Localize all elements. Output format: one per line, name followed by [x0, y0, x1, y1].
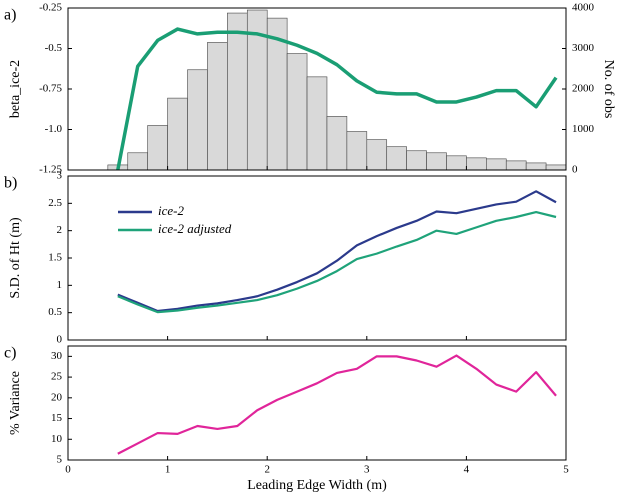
x-axis-title: Leading Edge Width (m)	[247, 478, 387, 493]
y-tick-label: 25	[51, 371, 63, 383]
x-tick-label: 4	[464, 464, 470, 476]
legend-label: ice-2	[158, 203, 184, 218]
x-tick-label: 0	[65, 464, 71, 476]
y-tick-label: 0	[57, 334, 63, 346]
x-tick-label: 1	[165, 464, 171, 476]
panel-label: c)	[4, 345, 16, 362]
histogram-bar	[466, 157, 487, 171]
y-tick-label: 30	[51, 350, 63, 362]
y2-tick-label: 1000	[572, 123, 595, 135]
plot-frame	[67, 345, 567, 461]
histogram-bar	[306, 76, 328, 171]
histogram-bar	[227, 12, 248, 171]
histogram-bar	[525, 162, 547, 171]
data-line	[117, 354, 557, 455]
y-axis-title: % Variance	[8, 371, 23, 435]
data-line	[117, 210, 557, 314]
histogram-bar	[505, 160, 527, 171]
y-axis-title: beta_ice-2	[8, 60, 23, 118]
y2-axis-title: No. of obs	[601, 60, 616, 119]
y-tick-label: 2.5	[48, 197, 62, 209]
histogram-bar	[545, 164, 567, 171]
legend-label: ice-2 adjusted	[158, 221, 232, 236]
y-tick-label: -0.25	[39, 2, 62, 14]
y-tick-label: -0.5	[45, 42, 63, 54]
y2-tick-label: 2000	[572, 83, 595, 95]
y-tick-label: 1.5	[48, 252, 62, 264]
y-tick-label: 15	[51, 412, 63, 424]
plot-frame	[67, 175, 567, 341]
histogram-bar	[286, 53, 308, 171]
y-tick-label: 1	[57, 279, 63, 291]
panel-label: a)	[4, 7, 16, 24]
histogram-bar	[446, 155, 467, 171]
panel-label: b)	[4, 175, 17, 192]
histogram-bar	[127, 152, 148, 171]
y-tick-label: -0.75	[39, 83, 62, 95]
data-line	[117, 190, 557, 313]
y2-tick-label: 4000	[572, 2, 595, 14]
y-tick-label: 5	[57, 454, 63, 466]
histogram-bar	[426, 152, 447, 171]
histogram-bar	[187, 69, 208, 171]
y-tick-label: 0.5	[48, 306, 62, 318]
y-tick-label: 3	[57, 170, 63, 182]
y-tick-label: -1.0	[45, 123, 63, 135]
y-tick-label: 10	[51, 433, 63, 445]
histogram-bar	[326, 116, 348, 171]
histogram-bar	[147, 125, 168, 171]
x-tick-label: 3	[364, 464, 370, 476]
histogram-bar	[346, 131, 368, 171]
histogram-bar	[366, 139, 388, 171]
x-tick-label: 5	[563, 464, 569, 476]
y-tick-label: -1.25	[39, 164, 62, 176]
histogram-bar	[167, 97, 188, 171]
y-tick-label: 2	[57, 224, 63, 236]
y2-tick-label: 0	[572, 164, 578, 176]
histogram-bar	[486, 158, 507, 171]
y2-tick-label: 3000	[572, 42, 595, 54]
data-line	[116, 27, 558, 171]
histogram-bar	[406, 150, 427, 171]
histogram-bar	[207, 42, 228, 171]
y-axis-title: S.D. of Ht (m)	[8, 217, 23, 299]
histogram-bar	[386, 146, 407, 171]
y-tick-label: 20	[51, 391, 63, 403]
x-tick-label: 2	[264, 464, 270, 476]
